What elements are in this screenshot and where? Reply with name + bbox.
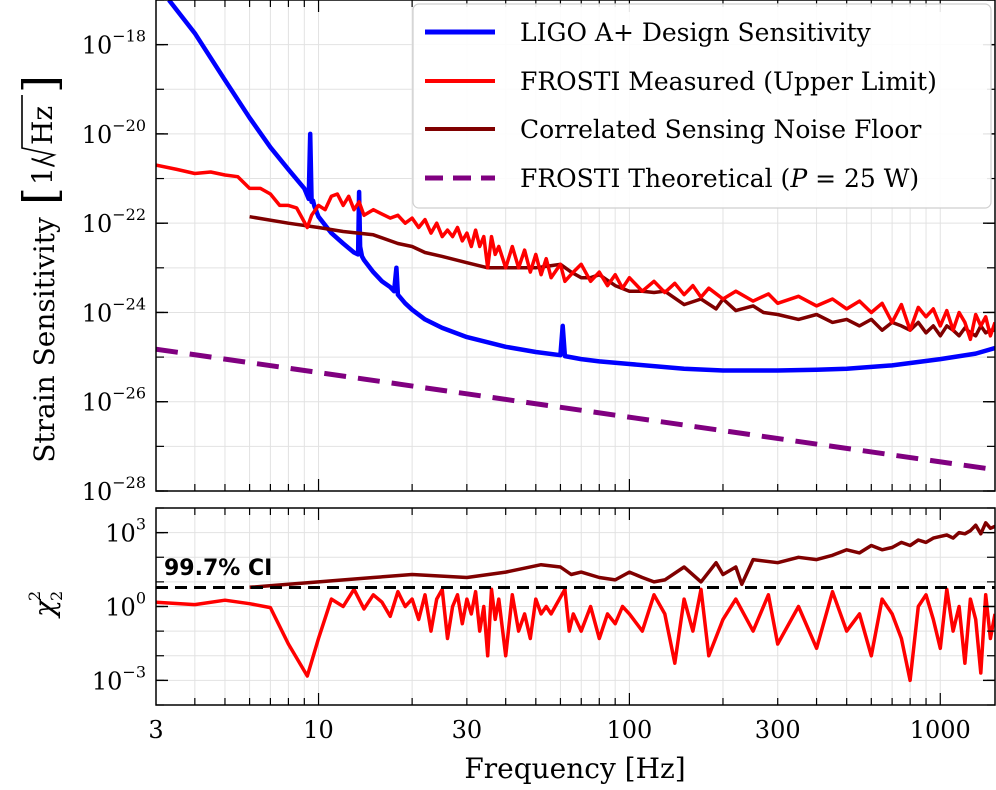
top-ylabel-unit-rad: Hz: [26, 106, 59, 145]
bottom-series-group: [156, 521, 995, 683]
top-ylabel-unit-num: 1/: [26, 157, 59, 185]
series-ligo-design: [167, 0, 995, 373]
y-tick-label: 10−22: [82, 205, 146, 238]
bottom-ylabel-sym: χ: [28, 598, 61, 619]
top-y-ticks: 10−18 10−20 10−22 10−24 10−26 10−28: [82, 0, 995, 506]
x-tick-label: 300: [755, 716, 801, 744]
top-ylabel-bracket-close: ]: [13, 75, 67, 93]
bottom-ylabel: χ 2 2: [25, 591, 66, 619]
y-tick-label: 10−26: [82, 384, 146, 417]
top-ylabel: Strain Sensitivity [ 1/ Hz ]: [13, 75, 67, 463]
series-frosti-theoretical: [156, 346, 995, 473]
y-tick-label: 10−3: [92, 662, 146, 695]
y-tick-label: 100: [105, 589, 146, 622]
x-axis-title: Frequency [Hz]: [464, 752, 685, 785]
series-frosti-measured: [156, 163, 995, 342]
top-ylabel-text: Strain Sensitivity: [28, 217, 61, 463]
legend-label-measured: FROSTI Measured (Upper Limit): [520, 67, 937, 96]
x-tick-label: 10: [303, 716, 334, 744]
bottom-y-ticks: 103 100 10−3: [92, 507, 995, 706]
y-tick-label: 10−20: [82, 116, 146, 149]
sqrt-symbol-icon: [21, 95, 57, 162]
bottom-x-ticks: 3 10 30 100 300 1000: [148, 508, 971, 744]
x-tick-label: 3: [148, 716, 163, 744]
top-ylabel-bracket-open: [: [13, 187, 67, 205]
legend-box: [412, 3, 992, 209]
top-panel: 10−18 10−20 10−22 10−24 10−26 10−28 Strain Se…: [13, 0, 996, 506]
bottom-panel: 103 100 10−3 3 10 30 100 300 1000 99.7% CI χ 2 …: [25, 507, 996, 785]
bottom-ylabel-sup: 2: [25, 591, 44, 601]
y-tick-label: 10−28: [82, 473, 146, 506]
legend: LIGO A+ Design Sensitivity FROSTI Measur…: [412, 3, 992, 209]
legend-label-ligo: LIGO A+ Design Sensitivity: [520, 18, 872, 47]
legend-label-theoretical: FROSTI Theoretical (P = 25 W): [520, 164, 919, 193]
top-series-group: [156, 0, 995, 473]
y-tick-label: 10−24: [82, 294, 146, 327]
bottom-series-frosti-measured: [156, 587, 995, 683]
y-tick-label: 10−18: [82, 27, 146, 60]
bottom-ylabel-sub: 2: [47, 591, 66, 601]
x-tick-label: 100: [606, 716, 652, 744]
x-tick-label: 1000: [910, 716, 971, 744]
bottom-grid: [156, 507, 995, 706]
series-correlated-noise: [249, 214, 995, 338]
legend-label-correlated: Correlated Sensing Noise Floor: [520, 115, 921, 144]
ci-annotation: 99.7% CI: [164, 556, 272, 581]
bottom-series-correlated-noise: [249, 521, 995, 590]
x-tick-label: 30: [452, 716, 483, 744]
y-tick-label: 103: [105, 515, 146, 548]
top-plot-frame: [155, 0, 996, 492]
